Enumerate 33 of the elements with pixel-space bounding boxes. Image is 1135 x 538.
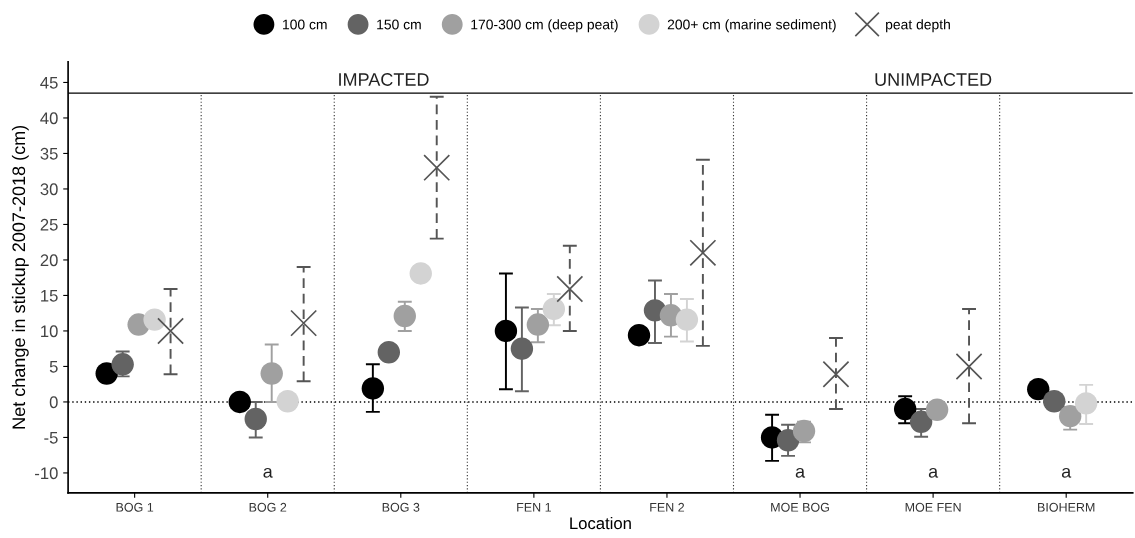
annotation: IMPACTED bbox=[339, 73, 429, 86]
y-tick-label: 35 bbox=[40, 147, 58, 160]
legend-label: 100 cm bbox=[283, 19, 327, 30]
x-tick-label: BOG 2 bbox=[249, 502, 287, 512]
y-tick-label: 15 bbox=[41, 290, 58, 302]
annotation: a bbox=[1061, 467, 1072, 478]
y-tick-label: 5 bbox=[49, 361, 58, 373]
x-tick-label: BIOHERM bbox=[1038, 502, 1095, 512]
y-tick-label: -10 bbox=[35, 467, 58, 480]
legend-label: peat depth bbox=[886, 19, 950, 33]
y-tick-label: 30 bbox=[40, 183, 58, 196]
y-tick-label: 40 bbox=[40, 112, 58, 125]
y-tick-label: 0 bbox=[49, 396, 58, 409]
y-tick-label: 20 bbox=[40, 254, 58, 267]
x-tick-label: FEN 2 bbox=[650, 502, 685, 512]
y-tick-label: 45 bbox=[40, 77, 58, 89]
annotation: a bbox=[263, 467, 273, 478]
x-tick-label: BOG 3 bbox=[382, 502, 420, 512]
y-axis-title: Net change in stickup 2007-2018 (cm) bbox=[11, 125, 29, 429]
x-tick-label: MOE FEN bbox=[905, 502, 961, 512]
y-tick-label: -5 bbox=[44, 432, 58, 444]
annotation: a bbox=[928, 467, 939, 478]
annotation: a bbox=[795, 467, 806, 478]
legend-label: 200+ cm (marine sediment) bbox=[667, 19, 836, 33]
x-tick-label: FEN 1 bbox=[517, 502, 551, 512]
y-tick-label: 25 bbox=[40, 218, 58, 231]
x-tick-label: BOG 1 bbox=[116, 502, 154, 512]
x-axis-title: Location bbox=[570, 516, 631, 530]
x-tick-label: MOE BOG bbox=[771, 502, 829, 512]
legend-label: 150 cm bbox=[377, 19, 421, 30]
annotation: UNIMPACTED bbox=[875, 73, 992, 86]
y-tick-label: 10 bbox=[41, 325, 58, 338]
legend-label: 170-300 cm (deep peat) bbox=[471, 19, 618, 33]
